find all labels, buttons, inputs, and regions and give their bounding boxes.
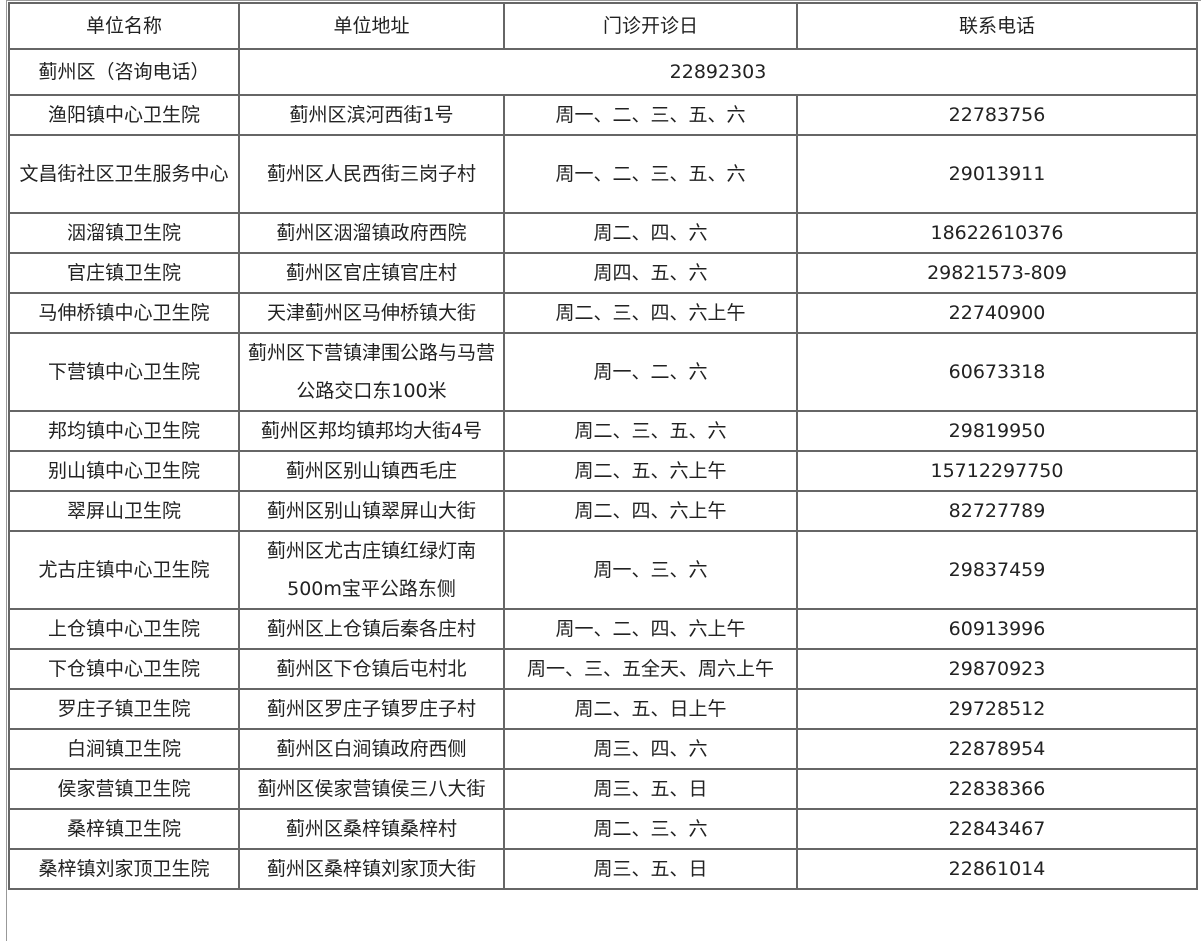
cell-name: 文昌街社区卫生服务中心 xyxy=(8,134,240,214)
cell-phone: 22861014 xyxy=(796,848,1198,890)
cell-phone: 22878954 xyxy=(796,728,1198,770)
table-row: 官庄镇卫生院 蓟州区官庄镇官庄村 周四、五、六 29821573-809 xyxy=(8,252,1198,294)
cell-name: 上仓镇中心卫生院 xyxy=(8,608,240,650)
table-row: 文昌街社区卫生服务中心 蓟州区人民西街三岗子村 周一、二、三、五、六 29013911 xyxy=(8,134,1198,214)
cell-address: 蓟州区别山镇翠屏山大街 xyxy=(238,490,505,532)
cell-phone: 29819950 xyxy=(796,410,1198,452)
cell-days: 周一、二、三、五、六 xyxy=(503,134,798,214)
table-row: 洇溜镇卫生院 蓟州区洇溜镇政府西院 周二、四、六 18622610376 xyxy=(8,212,1198,254)
cell-days: 周二、四、六 xyxy=(503,212,798,254)
cell-name: 白涧镇卫生院 xyxy=(8,728,240,770)
cell-address: 天津蓟州区马伸桥镇大街 xyxy=(238,292,505,334)
table-row: 尤古庄镇中心卫生院 蓟州区尤古庄镇红绿灯南500m宝平公路东侧 周一、三、六 2983… xyxy=(8,530,1198,610)
cell-address: 蓟州区洇溜镇政府西院 xyxy=(238,212,505,254)
cell-name: 尤古庄镇中心卫生院 xyxy=(8,530,240,610)
cell-name: 洇溜镇卫生院 xyxy=(8,212,240,254)
cell-name: 邦均镇中心卫生院 xyxy=(8,410,240,452)
cell-phone: 22740900 xyxy=(796,292,1198,334)
cell-days: 周一、三、五全天、周六上午 xyxy=(503,648,798,690)
consult-name: 蓟州区（咨询电话） xyxy=(8,48,240,96)
cell-days: 周二、四、六上午 xyxy=(503,490,798,532)
cell-name: 别山镇中心卫生院 xyxy=(8,450,240,492)
table-row: 上仓镇中心卫生院 蓟州区上仓镇后秦各庄村 周一、二、四、六上午 60913996 xyxy=(8,608,1198,650)
cell-phone: 15712297750 xyxy=(796,450,1198,492)
cell-address: 蓟州区罗庄子镇罗庄子村 xyxy=(238,688,505,730)
cell-phone: 60913996 xyxy=(796,608,1198,650)
cell-address: 蓟州区别山镇西毛庄 xyxy=(238,450,505,492)
cell-address: 蓟州区人民西街三岗子村 xyxy=(238,134,505,214)
cell-phone: 29821573-809 xyxy=(796,252,1198,294)
cell-days: 周二、三、六 xyxy=(503,808,798,850)
cell-phone: 29728512 xyxy=(796,688,1198,730)
cell-name: 马伸桥镇中心卫生院 xyxy=(8,292,240,334)
table-row: 渔阳镇中心卫生院 蓟州区滨河西街1号 周一、二、三、五、六 22783756 xyxy=(8,94,1198,136)
table-row: 桑梓镇刘家顶卫生院 蓟州区桑梓镇刘家顶大街 周三、五、日 22861014 xyxy=(8,848,1198,890)
cell-days: 周二、三、五、六 xyxy=(503,410,798,452)
cell-phone: 29013911 xyxy=(796,134,1198,214)
cell-phone: 60673318 xyxy=(796,332,1198,412)
cell-name: 渔阳镇中心卫生院 xyxy=(8,94,240,136)
table-row: 侯家营镇卫生院 蓟州区侯家营镇侯三八大街 周三、五、日 22838366 xyxy=(8,768,1198,810)
cell-days: 周一、二、四、六上午 xyxy=(503,608,798,650)
cell-days: 周二、三、四、六上午 xyxy=(503,292,798,334)
cell-address: 蓟州区桑梓镇桑梓村 xyxy=(238,808,505,850)
cell-name: 桑梓镇卫生院 xyxy=(8,808,240,850)
header-phone: 联系电话 xyxy=(796,2,1198,50)
cell-name: 翠屏山卫生院 xyxy=(8,490,240,532)
consult-row: 蓟州区（咨询电话） 22892303 xyxy=(8,48,1198,96)
cell-address: 蓟州区桑梓镇刘家顶大街 xyxy=(238,848,505,890)
table-row: 邦均镇中心卫生院 蓟州区邦均镇邦均大街4号 周二、三、五、六 29819950 xyxy=(8,410,1198,452)
cell-days: 周三、四、六 xyxy=(503,728,798,770)
table-row: 别山镇中心卫生院 蓟州区别山镇西毛庄 周二、五、六上午 15712297750 xyxy=(8,450,1198,492)
cell-address: 蓟州区滨河西街1号 xyxy=(238,94,505,136)
cell-address: 蓟州区尤古庄镇红绿灯南500m宝平公路东侧 xyxy=(238,530,505,610)
cell-address: 蓟州区侯家营镇侯三八大街 xyxy=(238,768,505,810)
cell-name: 下营镇中心卫生院 xyxy=(8,332,240,412)
cell-name: 官庄镇卫生院 xyxy=(8,252,240,294)
consult-phone: 22892303 xyxy=(238,48,1198,96)
header-row: 单位名称 单位地址 门诊开诊日 联系电话 xyxy=(8,2,1198,50)
cell-days: 周一、二、三、五、六 xyxy=(503,94,798,136)
cell-address: 蓟州区邦均镇邦均大街4号 xyxy=(238,410,505,452)
cell-phone: 22783756 xyxy=(796,94,1198,136)
cell-phone: 29870923 xyxy=(796,648,1198,690)
header-days: 门诊开诊日 xyxy=(503,2,798,50)
cell-name: 侯家营镇卫生院 xyxy=(8,768,240,810)
cell-days: 周二、五、六上午 xyxy=(503,450,798,492)
header-name: 单位名称 xyxy=(8,2,240,50)
cell-phone: 18622610376 xyxy=(796,212,1198,254)
header-address: 单位地址 xyxy=(238,2,505,50)
table-row: 翠屏山卫生院 蓟州区别山镇翠屏山大街 周二、四、六上午 82727789 xyxy=(8,490,1198,532)
page-frame xyxy=(6,0,1201,941)
table-row: 下仓镇中心卫生院 蓟州区下仓镇后屯村北 周一、三、五全天、周六上午 29870923 xyxy=(8,648,1198,690)
cell-address: 蓟州区下营镇津围公路与马营公路交口东100米 xyxy=(238,332,505,412)
cell-days: 周一、二、六 xyxy=(503,332,798,412)
table-row: 桑梓镇卫生院 蓟州区桑梓镇桑梓村 周二、三、六 22843467 xyxy=(8,808,1198,850)
cell-address: 蓟州区上仓镇后秦各庄村 xyxy=(238,608,505,650)
cell-address: 蓟州区官庄镇官庄村 xyxy=(238,252,505,294)
cell-address: 蓟州区下仓镇后屯村北 xyxy=(238,648,505,690)
cell-phone: 29837459 xyxy=(796,530,1198,610)
cell-phone: 22838366 xyxy=(796,768,1198,810)
cell-name: 罗庄子镇卫生院 xyxy=(8,688,240,730)
cell-name: 下仓镇中心卫生院 xyxy=(8,648,240,690)
cell-days: 周二、五、日上午 xyxy=(503,688,798,730)
cell-address: 蓟州区白涧镇政府西侧 xyxy=(238,728,505,770)
cell-days: 周三、五、日 xyxy=(503,768,798,810)
cell-days: 周三、五、日 xyxy=(503,848,798,890)
cell-name: 桑梓镇刘家顶卫生院 xyxy=(8,848,240,890)
cell-phone: 82727789 xyxy=(796,490,1198,532)
cell-days: 周一、三、六 xyxy=(503,530,798,610)
table-row: 马伸桥镇中心卫生院 天津蓟州区马伸桥镇大街 周二、三、四、六上午 22740900 xyxy=(8,292,1198,334)
table-row: 白涧镇卫生院 蓟州区白涧镇政府西侧 周三、四、六 22878954 xyxy=(8,728,1198,770)
table-row: 罗庄子镇卫生院 蓟州区罗庄子镇罗庄子村 周二、五、日上午 29728512 xyxy=(8,688,1198,730)
clinic-table: 单位名称 单位地址 门诊开诊日 联系电话 蓟州区（咨询电话） 22892303 … xyxy=(8,2,1198,890)
cell-phone: 22843467 xyxy=(796,808,1198,850)
table-row: 下营镇中心卫生院 蓟州区下营镇津围公路与马营公路交口东100米 周一、二、六 6067… xyxy=(8,332,1198,412)
cell-days: 周四、五、六 xyxy=(503,252,798,294)
